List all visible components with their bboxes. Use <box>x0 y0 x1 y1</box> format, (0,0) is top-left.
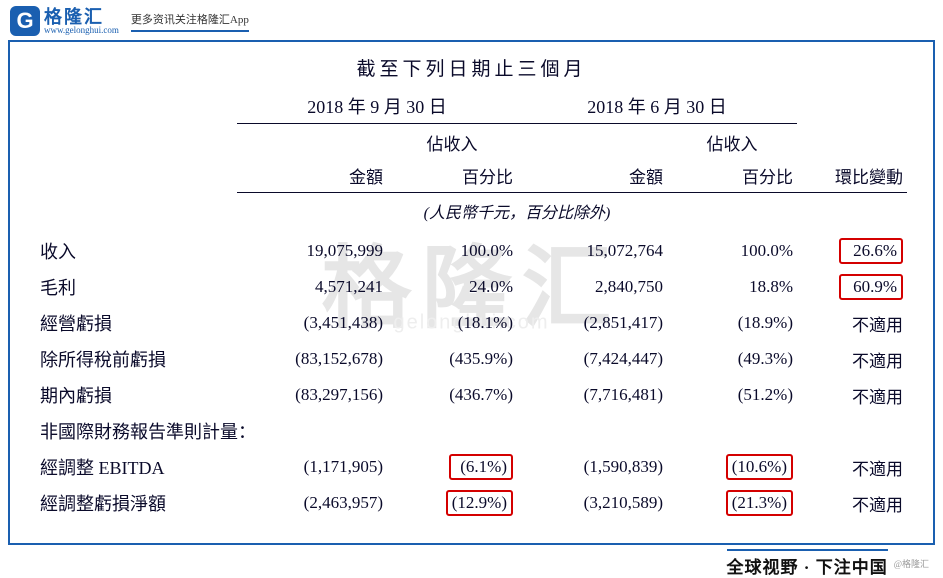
header-bar: G 格隆汇 www.gelonghui.com 更多资讯关注格隆汇App <box>0 0 943 40</box>
amount-2: (2,851,417) <box>517 305 667 341</box>
amount-1: 19,075,999 <box>237 233 387 269</box>
logo-icon: G <box>10 6 40 36</box>
amount-2: (7,716,481) <box>517 377 667 413</box>
brand-url: www.gelonghui.com <box>44 26 119 35</box>
row-label: 經調整虧損淨額 <box>36 485 237 521</box>
row-label: 經營虧損 <box>36 305 237 341</box>
pct-2: 18.8% <box>667 269 797 305</box>
row-label: 收入 <box>36 233 237 269</box>
pct-1: (436.7%) <box>387 377 517 413</box>
change: 26.6% <box>797 233 907 269</box>
amount-2: (1,590,839) <box>517 449 667 485</box>
amount-2: 2,840,750 <box>517 269 667 305</box>
footer-tag: @格隆汇 <box>894 557 929 570</box>
amount-2: (7,424,447) <box>517 341 667 377</box>
pct-2: (18.9%) <box>667 305 797 341</box>
pct-2: (49.3%) <box>667 341 797 377</box>
row-label: 期內虧損 <box>36 377 237 413</box>
report-frame: 格隆汇 gelonghui.com 截至下列日期止三個月 2018 年 9 月 … <box>8 40 935 545</box>
change: 不適用 <box>797 485 907 521</box>
pct-2: (21.3%) <box>667 485 797 521</box>
sub-header-row: 佔收入 佔收入 <box>36 124 907 160</box>
row-label: 經調整 EBITDA <box>36 449 237 485</box>
pct-2: (10.6%) <box>667 449 797 485</box>
date-header-row: 2018 年 9 月 30 日 2018 年 6 月 30 日 <box>36 89 907 124</box>
period-title: 截至下列日期止三個月 <box>36 54 907 81</box>
amount-1: (2,463,957) <box>237 485 387 521</box>
footer-bar: 全球视野 · 下注中国 @格隆汇 <box>0 545 943 578</box>
pct-1: 100.0% <box>387 233 517 269</box>
amount-1: (1,171,905) <box>237 449 387 485</box>
brand-name: 格隆汇 <box>44 8 119 26</box>
pct-1: 24.0% <box>387 269 517 305</box>
amount-1: (83,152,678) <box>237 341 387 377</box>
change: 不適用 <box>797 341 907 377</box>
financial-table: 2018 年 9 月 30 日 2018 年 6 月 30 日 佔收入 佔收入 … <box>36 89 907 521</box>
amount-1: (3,451,438) <box>237 305 387 341</box>
unit-note-row: (人民幣千元，百分比除外) <box>36 193 907 234</box>
brand-tagline: 更多资讯关注格隆汇App <box>131 11 249 32</box>
row-label: 除所得稅前虧損 <box>36 341 237 377</box>
table-row: 除所得稅前虧損(83,152,678)(435.9%)(7,424,447)(4… <box>36 341 907 377</box>
table-row: 期內虧損(83,297,156)(436.7%)(7,716,481)(51.2… <box>36 377 907 413</box>
column-header-row: 金額 百分比 金額 百分比 環比變動 <box>36 159 907 193</box>
amount-2: 15,072,764 <box>517 233 667 269</box>
pct-1: (18.1%) <box>387 305 517 341</box>
change: 不適用 <box>797 377 907 413</box>
section-label: 非國際財務報告準則計量： <box>36 413 907 449</box>
footer-slogan: 全球视野 · 下注中国 <box>727 549 888 578</box>
pct-1: (12.9%) <box>387 485 517 521</box>
table-row: 經調整虧損淨額(2,463,957)(12.9%)(3,210,589)(21.… <box>36 485 907 521</box>
table-row: 非國際財務報告準則計量： <box>36 413 907 449</box>
date-col-1: 2018 年 9 月 30 日 <box>237 89 517 124</box>
table-row: 經調整 EBITDA(1,171,905)(6.1%)(1,590,839)(1… <box>36 449 907 485</box>
amount-2: (3,210,589) <box>517 485 667 521</box>
pct-2: 100.0% <box>667 233 797 269</box>
amount-1: (83,297,156) <box>237 377 387 413</box>
change: 60.9% <box>797 269 907 305</box>
row-label: 毛利 <box>36 269 237 305</box>
table-row: 經營虧損(3,451,438)(18.1%)(2,851,417)(18.9%)… <box>36 305 907 341</box>
change: 不適用 <box>797 305 907 341</box>
pct-1: (6.1%) <box>387 449 517 485</box>
amount-1: 4,571,241 <box>237 269 387 305</box>
change: 不適用 <box>797 449 907 485</box>
table-row: 毛利4,571,24124.0%2,840,75018.8%60.9% <box>36 269 907 305</box>
date-col-2: 2018 年 6 月 30 日 <box>517 89 797 124</box>
pct-2: (51.2%) <box>667 377 797 413</box>
table-row: 收入19,075,999100.0%15,072,764100.0%26.6% <box>36 233 907 269</box>
pct-1: (435.9%) <box>387 341 517 377</box>
brand-logo: G 格隆汇 www.gelonghui.com <box>10 6 119 36</box>
